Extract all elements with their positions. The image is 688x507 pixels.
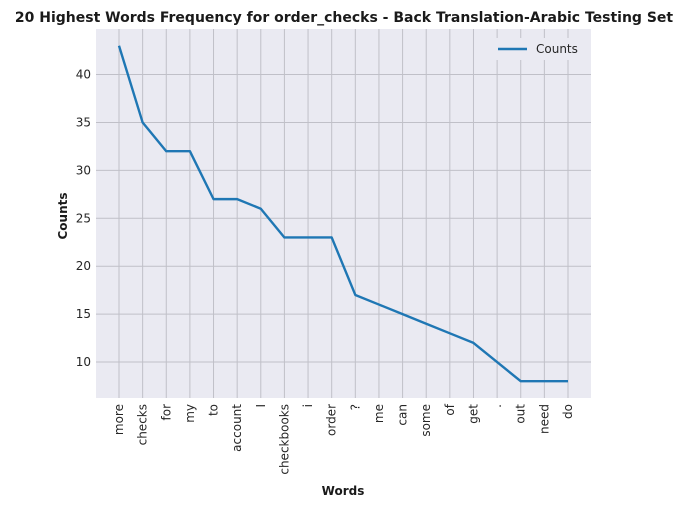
y-tick-label: 40 <box>76 68 91 82</box>
x-tick-label: checkbooks <box>277 404 291 475</box>
legend-label-counts: Counts <box>536 42 578 56</box>
y-tick-label: 25 <box>76 211 91 225</box>
legend: Counts <box>490 38 585 60</box>
x-tick-label: need <box>537 404 551 434</box>
x-tick-label: for <box>159 404 173 421</box>
x-tick-label: out <box>514 404 528 424</box>
x-tick-label: to <box>207 404 221 416</box>
legend-box <box>490 38 585 60</box>
y-tick-label: 10 <box>76 355 91 369</box>
y-axis-label: Counts <box>56 192 70 239</box>
x-tick-label: checks <box>136 404 150 445</box>
x-tick-label: I <box>254 404 268 408</box>
chart-title: 20 Highest Words Frequency for order_che… <box>15 10 673 26</box>
x-tick-label: me <box>372 404 386 423</box>
x-tick-label: some <box>419 404 433 437</box>
plot-area <box>96 29 591 398</box>
x-tick-label: can <box>396 404 410 426</box>
x-tick-label: do <box>561 404 575 419</box>
x-tick-label: my <box>183 404 197 423</box>
x-tick-label: of <box>443 403 457 415</box>
y-tick-label: 30 <box>76 163 91 177</box>
x-tick-label: order <box>325 404 339 436</box>
y-tick-label: 35 <box>76 115 91 129</box>
x-axis-label: Words <box>322 484 365 498</box>
series-line-counts <box>117 45 568 383</box>
grid-lines <box>96 29 591 398</box>
y-tick-label: 15 <box>76 307 91 321</box>
x-tick-label: more <box>112 404 126 435</box>
y-tick-label: 20 <box>76 259 91 273</box>
x-tick-label: account <box>230 404 244 452</box>
x-tick-label: get <box>466 404 480 424</box>
x-tick-label: i <box>301 404 315 407</box>
y-tick-labels: 10 15 20 25 30 35 40 <box>76 68 91 370</box>
x-tick-label: ? <box>348 404 362 410</box>
x-tick-label: . <box>490 404 504 408</box>
